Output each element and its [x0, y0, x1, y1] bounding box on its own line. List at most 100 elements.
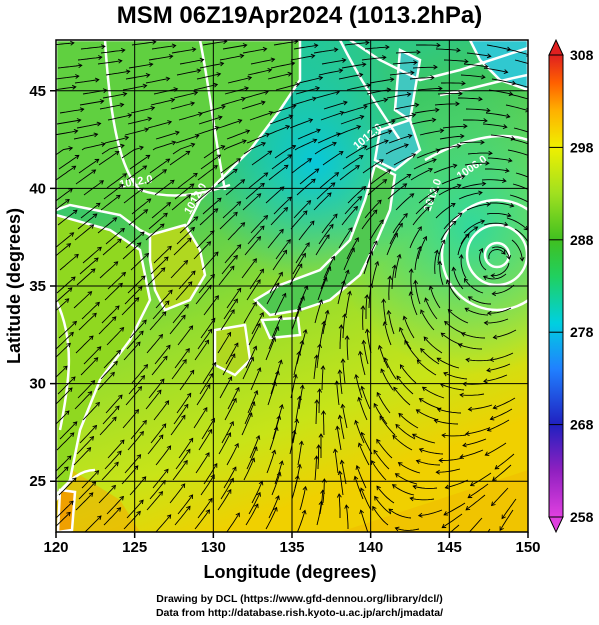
streamline [506, 48, 528, 55]
streamline-arrowhead [354, 419, 359, 425]
streamline [468, 404, 493, 410]
streamline-arrowhead [254, 503, 259, 509]
streamline [417, 87, 442, 91]
streamline [414, 109, 439, 114]
streamline [198, 274, 215, 294]
streamline-arrowhead [451, 266, 457, 272]
streamline [171, 359, 187, 380]
streamline [56, 42, 74, 45]
streamline-arrowhead [245, 129, 251, 134]
streamline-arrowhead [374, 495, 379, 501]
streamline-arrowhead [63, 466, 69, 472]
streamline-arrowhead [221, 104, 226, 110]
streamline [126, 165, 147, 181]
streamline-arrowhead [122, 173, 128, 178]
streamline-arrowhead [115, 194, 121, 200]
streamline-arrowhead [213, 208, 219, 213]
streamline-arrowhead [530, 143, 534, 147]
streamline [267, 73, 292, 80]
streamline-arrowhead [411, 433, 417, 439]
streamline-arrowhead [413, 60, 418, 65]
streamline [241, 101, 266, 110]
streamline-arrowhead [302, 485, 308, 491]
streamline-arrowhead [69, 232, 75, 237]
streamline [493, 329, 517, 339]
streamline [424, 297, 438, 320]
streamline [482, 123, 507, 128]
streamline-arrowhead [519, 256, 525, 262]
streamline-arrowhead [282, 249, 288, 255]
streamline [491, 78, 516, 85]
streamline-arrowhead [531, 87, 535, 91]
streamline-arrowhead [386, 309, 392, 315]
streamline [315, 234, 330, 256]
streamline-arrowhead [300, 295, 305, 301]
streamline [268, 326, 279, 350]
streamline [443, 59, 468, 63]
colorbar-tick-label: 288 [570, 232, 594, 248]
streamline-arrowhead [464, 307, 470, 313]
streamline [458, 343, 483, 350]
streamline-arrowhead [210, 474, 215, 479]
streamline-arrowhead [235, 386, 240, 392]
streamline-arrowhead [423, 336, 429, 342]
colorbar-bottom-arrow [548, 516, 564, 534]
streamline [59, 421, 78, 440]
streamline-arrowhead [72, 209, 78, 215]
streamline [342, 314, 346, 339]
streamline-arrowhead [299, 384, 305, 390]
streamline-arrowhead [208, 372, 214, 378]
streamline [297, 285, 308, 309]
streamline-arrowhead [376, 391, 381, 397]
streamline [447, 309, 469, 324]
credit-line-drawing: Drawing by DCL (https://www.gfd-dennou.o… [156, 593, 443, 605]
streamline [268, 495, 280, 519]
streamline [468, 517, 483, 532]
streamline [221, 255, 238, 275]
streamline-arrowhead [181, 414, 186, 420]
streamline [127, 275, 146, 294]
streamline-arrowhead [92, 312, 97, 318]
streamline-arrowhead [433, 64, 438, 70]
streamline-arrowhead [267, 150, 273, 155]
streamline-arrowhead [460, 174, 466, 180]
streamline [222, 44, 247, 50]
streamline-arrowhead [337, 470, 343, 476]
streamline-arrowhead [241, 139, 247, 144]
streamline-arrowhead [341, 280, 346, 285]
streamline [56, 455, 72, 472]
streamline [441, 175, 465, 185]
streamline [200, 318, 216, 339]
streamline-arrowhead [210, 273, 215, 279]
streamline-arrowhead [233, 298, 238, 304]
streamline-arrowhead [275, 370, 280, 376]
streamline-arrowhead [373, 449, 378, 455]
streamline [129, 476, 147, 496]
streamline-arrowhead [443, 371, 448, 377]
streamline-arrowhead [89, 224, 95, 229]
streamline-arrowhead [430, 75, 435, 81]
streamline [77, 56, 102, 61]
streamline-arrowhead [384, 139, 389, 144]
streamline [169, 483, 186, 504]
streamline [99, 261, 119, 279]
streamline-arrowhead [463, 123, 468, 129]
streamline-arrowhead [318, 433, 324, 438]
streamline-arrowhead [302, 210, 308, 216]
streamline-arrowhead [145, 154, 151, 160]
streamline-arrowhead [338, 151, 344, 156]
streamline-arrowhead [168, 54, 174, 60]
streamline-arrowhead [166, 514, 172, 519]
streamline [373, 403, 388, 425]
streamline [271, 154, 292, 170]
streamline-arrowhead [314, 399, 320, 404]
streamline [75, 169, 96, 185]
streamline-arrowhead [96, 121, 102, 127]
streamline [334, 449, 339, 474]
streamline [321, 213, 338, 234]
streamline [483, 273, 507, 280]
streamline [106, 173, 127, 189]
streamline [56, 365, 68, 378]
streamline-arrowhead [464, 58, 469, 64]
streamline [198, 429, 212, 451]
